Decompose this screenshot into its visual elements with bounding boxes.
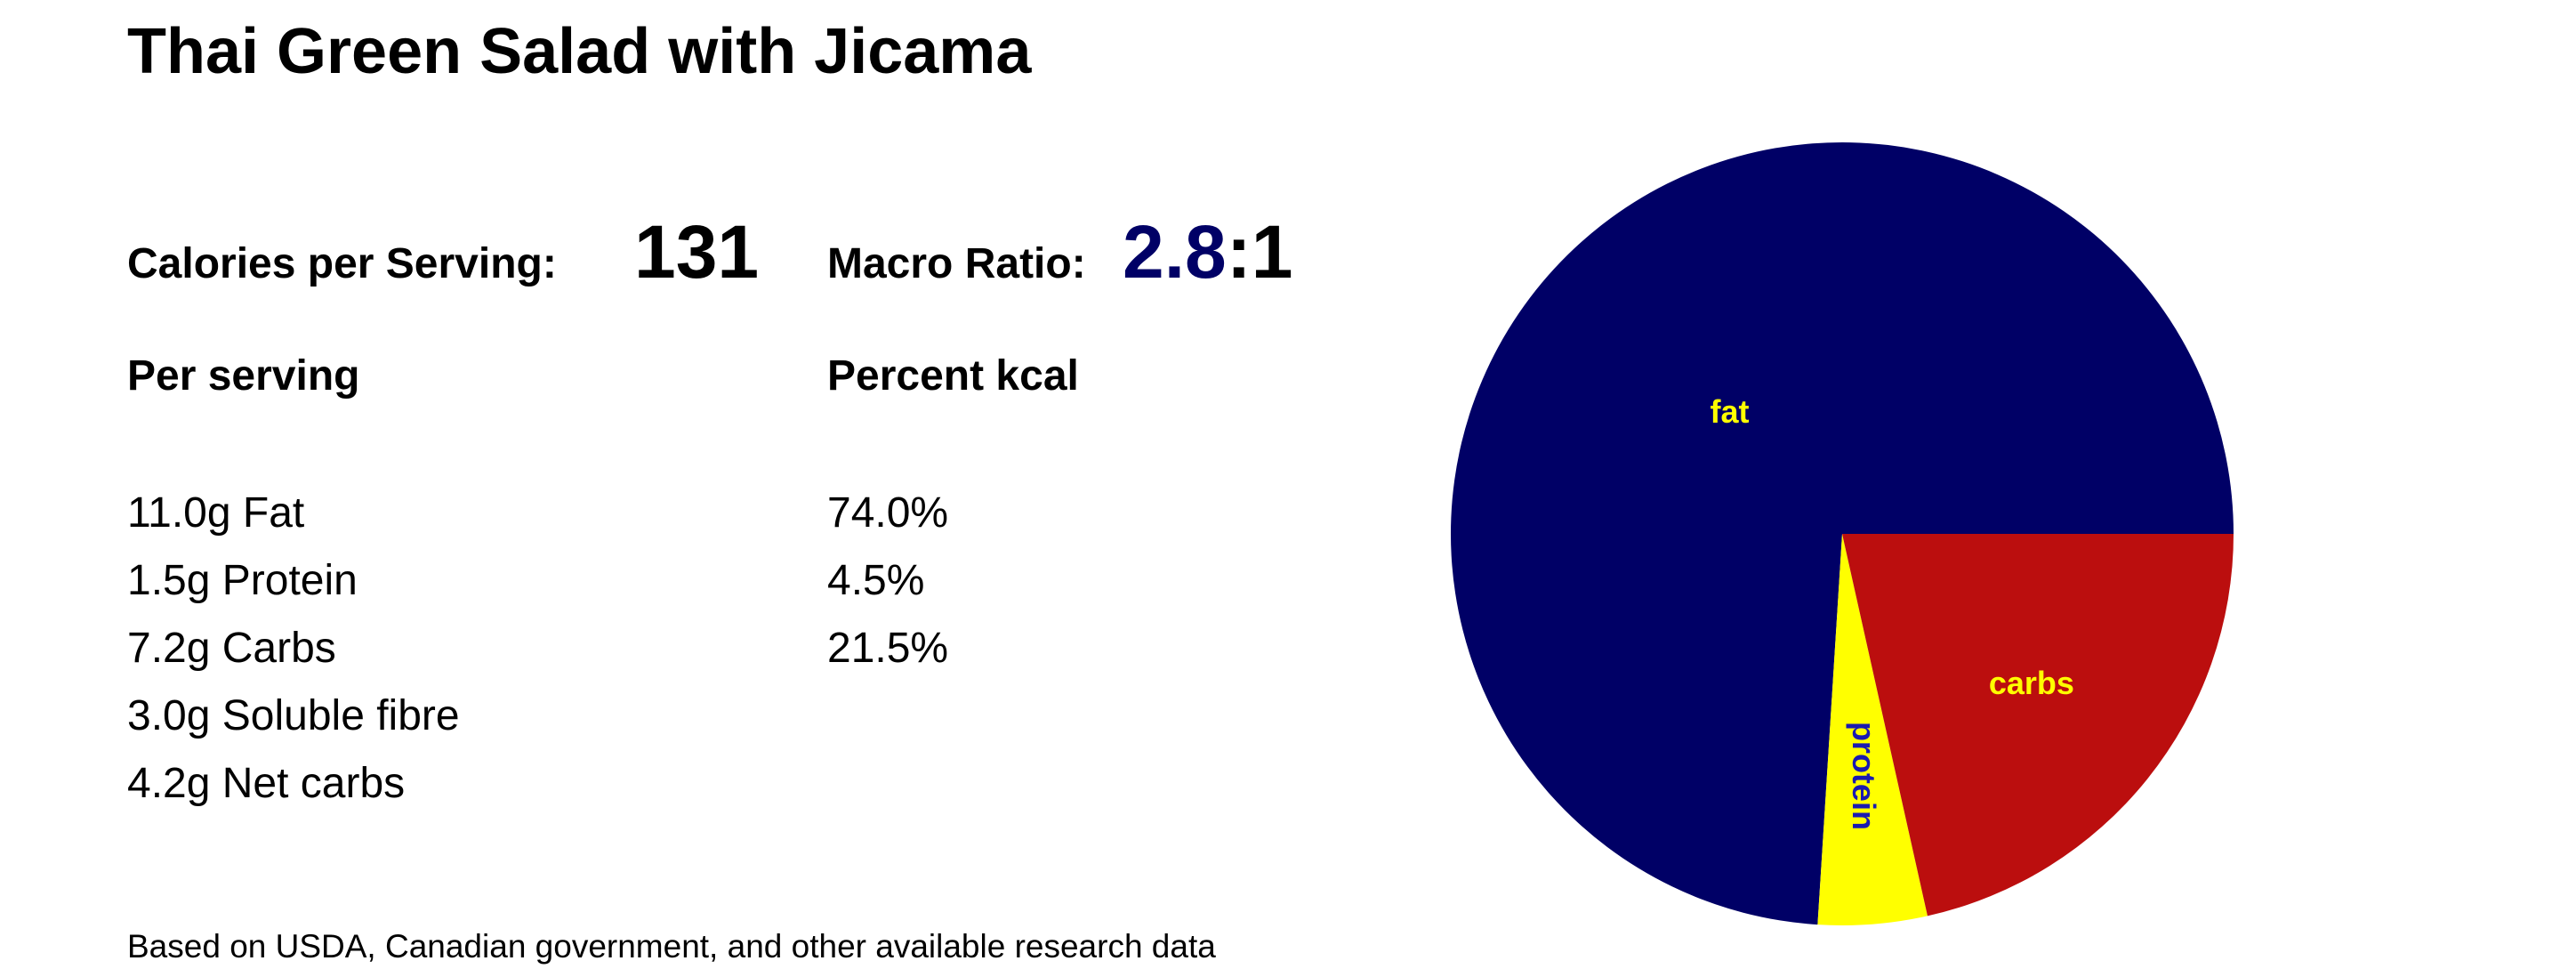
title: Thai Green Salad with Jicama — [127, 16, 1032, 87]
macro-ratio-suffix: :1 — [1227, 210, 1293, 294]
calories-label: Calories per Serving: — [127, 240, 557, 287]
pie-slice — [1817, 534, 1928, 925]
pie-slice — [1842, 534, 2234, 916]
footer: Based on USDA, Canadian government, and … — [127, 928, 1216, 965]
pie-slice — [1450, 141, 2234, 925]
percent-row: 4.5% — [827, 557, 924, 604]
nutrient-row: 4.2g Net carbs — [127, 760, 405, 807]
per-serving-heading: Per serving — [127, 352, 359, 400]
nutrient-row: 11.0g Fat — [127, 489, 304, 537]
nutrient-row: 3.0g Soluble fibre — [127, 692, 460, 739]
macro-ratio: 2.8:1 — [1123, 210, 1292, 294]
macro-label-text: Macro Ratio: — [827, 240, 1086, 287]
nutrient-row: 1.5g Protein — [127, 557, 358, 604]
macro-ratio-value: 2.8 — [1123, 210, 1227, 294]
nutrient-row: 7.2g Carbs — [127, 625, 336, 672]
percent-row: 74.0% — [827, 489, 948, 537]
percent-heading: Percent kcal — [827, 352, 1079, 400]
percent-row: 21.5% — [827, 625, 948, 672]
slice-label: fat — [1710, 393, 1749, 430]
slice-label: protein — [1846, 722, 1882, 830]
macro-label: Macro Ratio: — [827, 240, 1086, 287]
calories-value: 131 — [634, 210, 759, 294]
slice-label: carbs — [1989, 665, 2074, 701]
